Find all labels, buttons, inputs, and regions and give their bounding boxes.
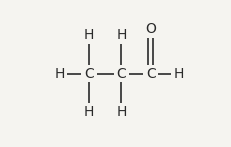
Text: C: C (146, 66, 156, 81)
Text: H: H (116, 105, 127, 119)
Text: C: C (116, 66, 126, 81)
Text: H: H (116, 28, 127, 42)
Text: C: C (84, 66, 94, 81)
Text: H: H (173, 66, 184, 81)
Text: H: H (84, 28, 94, 42)
Text: O: O (145, 22, 156, 36)
Text: H: H (84, 105, 94, 119)
Text: H: H (55, 66, 65, 81)
